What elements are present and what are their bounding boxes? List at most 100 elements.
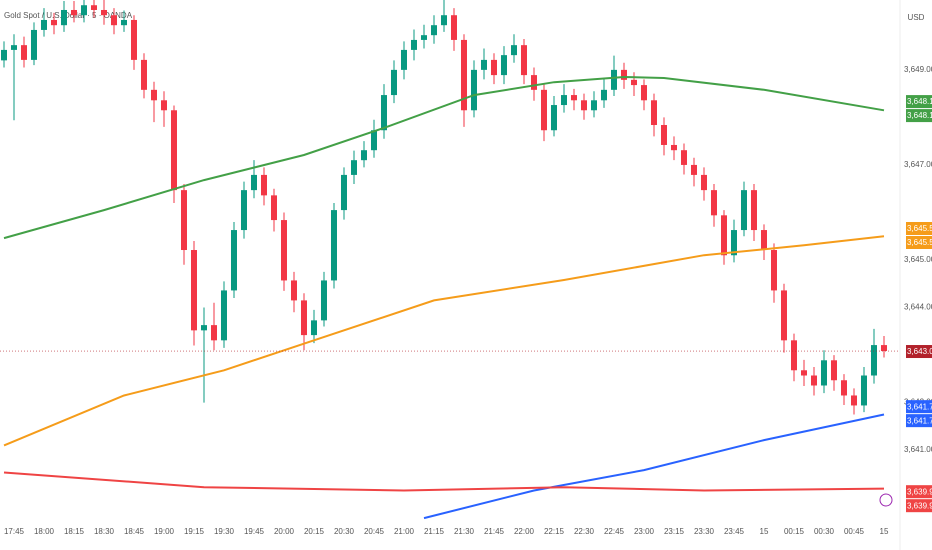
y-tick-label: 3,649.000 (904, 65, 932, 74)
candle-body (401, 49, 407, 70)
price-label: 3,639.989 (907, 487, 932, 496)
x-tick-label: 19:30 (214, 527, 235, 536)
candle-body (101, 9, 107, 16)
moving-average-line (3, 471, 885, 492)
candle-body (501, 55, 507, 76)
candle-body (511, 45, 517, 56)
candle-body (681, 150, 687, 165)
candle-body (791, 340, 797, 371)
price-label-box (906, 109, 932, 123)
candle-body (231, 230, 237, 291)
price-label-box (906, 345, 932, 359)
candle-body (461, 39, 467, 111)
candle-body (821, 360, 827, 386)
candle-body (81, 5, 87, 16)
candle-body (131, 19, 137, 60)
candle-body (751, 190, 757, 231)
candle-body (141, 59, 147, 90)
candle-body (431, 25, 437, 36)
candle-body (471, 69, 477, 111)
candle-body (721, 215, 727, 256)
candle-body (811, 375, 817, 386)
candle-body (21, 45, 27, 60)
candle-body (861, 375, 867, 406)
price-label: 3,643.085 (907, 347, 932, 356)
candle-body (701, 174, 707, 191)
candle-body (271, 195, 277, 221)
candle-body (771, 250, 777, 291)
candle-body (281, 220, 287, 281)
candle-body (341, 174, 347, 211)
price-label: 3,639.989 (907, 501, 932, 510)
candle-body (711, 190, 717, 216)
candle-body (211, 325, 217, 341)
x-tick-label: 22:00 (514, 527, 535, 536)
indicator-icon[interactable] (879, 493, 893, 507)
candle-body (351, 160, 357, 175)
x-tick-label: 22:45 (604, 527, 625, 536)
price-label-box (906, 485, 932, 499)
price-label: 3,648.196 (907, 111, 932, 120)
x-tick-label: 20:00 (274, 527, 295, 536)
x-tick-label: 00:15 (784, 527, 805, 536)
price-label-box (906, 414, 932, 428)
candle-body (331, 210, 337, 281)
x-tick-label: 18:30 (94, 527, 115, 536)
x-tick-label: 21:30 (454, 527, 475, 536)
moving-average-line (3, 235, 885, 447)
candle-body (581, 100, 587, 111)
chart-title: Gold Spot / U.S. Dollar · 5 · OANDA (4, 11, 133, 20)
price-label: 3,648.196 (907, 97, 932, 106)
x-tick-label: 21:45 (484, 527, 505, 536)
x-tick-label: 18:00 (34, 527, 55, 536)
candle-body (151, 89, 157, 101)
candle-body (251, 174, 257, 191)
candle-body (531, 75, 537, 90)
candle-body (491, 59, 497, 76)
candle-body (241, 190, 247, 231)
candle-body (451, 15, 457, 40)
y-tick-label: 3,647.000 (904, 160, 932, 169)
candle-body (161, 100, 167, 111)
candle-body (261, 174, 267, 196)
x-tick-label: 20:30 (334, 527, 355, 536)
price-label: 3,645.526 (907, 224, 932, 233)
candle-body (591, 100, 597, 111)
candle-body (31, 29, 37, 60)
candle-body (381, 95, 387, 131)
candle-body (521, 45, 527, 76)
price-label-box (906, 499, 932, 513)
x-tick-label: 15 (760, 527, 769, 536)
candle-body (441, 15, 447, 26)
candle-body (221, 290, 227, 341)
x-tick-label: 22:30 (574, 527, 595, 536)
candle-body (91, 5, 97, 10)
candle-body (391, 69, 397, 96)
candle-body (651, 100, 657, 126)
x-tick-label: 17:45 (4, 527, 25, 536)
candle-body (71, 9, 77, 16)
x-tick-label: 23:30 (694, 527, 715, 536)
candle-body (731, 230, 737, 256)
candle-body (371, 130, 377, 151)
currency: USD (908, 13, 925, 22)
y-tick-label: 3,645.000 (904, 255, 932, 264)
candle-body (481, 59, 487, 70)
candle-body (611, 69, 617, 90)
candle-body (881, 345, 887, 352)
candle-body (191, 250, 197, 331)
candle-body (1, 49, 7, 61)
candle-body (61, 9, 67, 26)
candle-body (761, 230, 767, 251)
y-tick-label: 3,641.000 (904, 445, 932, 454)
candle-body (781, 290, 787, 341)
candle-body (311, 320, 317, 336)
x-tick-label: 21:15 (424, 527, 445, 536)
x-tick-label: 23:45 (724, 527, 745, 536)
candle-body (411, 39, 417, 50)
candle-body (321, 280, 327, 321)
price-label-box (906, 95, 932, 109)
x-tick-label: 20:45 (364, 527, 385, 536)
